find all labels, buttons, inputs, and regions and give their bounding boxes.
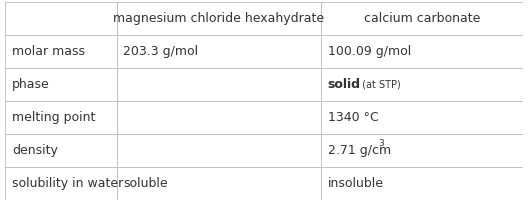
- Text: solubility in water: solubility in water: [12, 177, 123, 190]
- Bar: [321, 68, 523, 101]
- Bar: [5, 35, 117, 68]
- Bar: [117, 2, 321, 35]
- Bar: [5, 101, 117, 134]
- Text: phase: phase: [12, 78, 50, 91]
- Text: 2.71 g/cm: 2.71 g/cm: [328, 144, 391, 157]
- Text: melting point: melting point: [12, 111, 96, 124]
- Text: solid: solid: [328, 78, 361, 91]
- Bar: [321, 101, 523, 134]
- Bar: [5, 2, 117, 35]
- Text: 100.09 g/mol: 100.09 g/mol: [328, 45, 411, 58]
- Bar: [321, 35, 523, 68]
- Bar: [5, 167, 117, 200]
- Bar: [5, 68, 117, 101]
- Bar: [117, 35, 321, 68]
- Bar: [321, 2, 523, 35]
- Text: 203.3 g/mol: 203.3 g/mol: [123, 45, 199, 58]
- Bar: [117, 101, 321, 134]
- Bar: [117, 167, 321, 200]
- Text: (at STP): (at STP): [359, 80, 400, 89]
- Text: magnesium chloride hexahydrate: magnesium chloride hexahydrate: [113, 12, 324, 25]
- Text: calcium carbonate: calcium carbonate: [364, 12, 480, 25]
- Text: insoluble: insoluble: [328, 177, 384, 190]
- Bar: [117, 134, 321, 167]
- Text: 1340 °C: 1340 °C: [328, 111, 379, 124]
- Bar: [117, 68, 321, 101]
- Text: 3: 3: [379, 139, 384, 148]
- Bar: [321, 167, 523, 200]
- Text: soluble: soluble: [123, 177, 168, 190]
- Bar: [5, 134, 117, 167]
- Text: density: density: [12, 144, 58, 157]
- Text: molar mass: molar mass: [12, 45, 85, 58]
- Bar: [321, 134, 523, 167]
